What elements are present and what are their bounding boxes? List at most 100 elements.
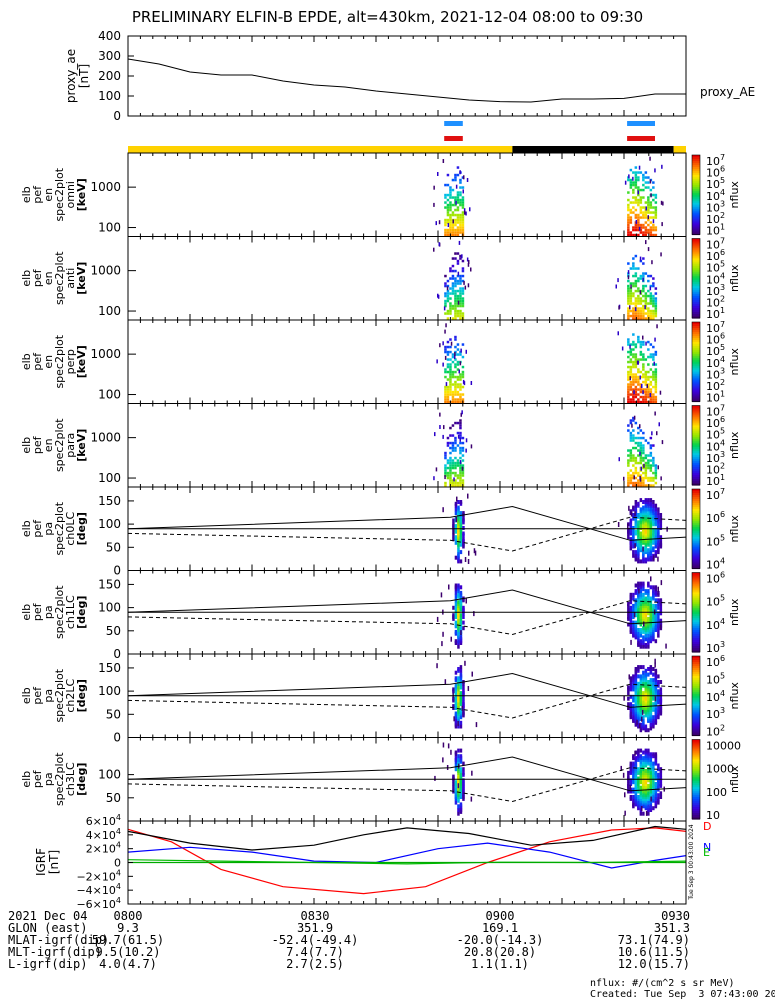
pitch-angle-pixel [634, 778, 638, 783]
spectrogram-pixel [627, 279, 630, 283]
colorbar-cell [692, 349, 700, 353]
colorbar-cell [692, 198, 700, 202]
spectrogram-noise [629, 344, 631, 349]
spectrogram-pixel [454, 304, 457, 308]
spectrogram-pixel [639, 274, 643, 278]
panel-ylabel-line: pef [31, 435, 44, 454]
spectrogram-pixel [461, 269, 465, 273]
spectrogram-pixel [649, 383, 653, 386]
spectrogram-pixel [632, 365, 635, 369]
spectrogram-pixel [629, 183, 633, 187]
spectrogram-pixel [454, 363, 457, 366]
spectrogram-pixel [459, 451, 462, 455]
spectrogram-pixel [446, 466, 450, 470]
spectrogram-noise [651, 260, 653, 265]
panel-ylabel-line: pef [31, 602, 44, 621]
pitch-angle-pixel [454, 602, 458, 606]
spectrogram-pixel [632, 481, 635, 485]
pitch-angle-noise [470, 796, 473, 802]
spectrogram-pixel [647, 385, 650, 389]
spectrogram-pixel [642, 343, 645, 346]
spectrogram-noise [633, 415, 636, 420]
spectrogram-noise [467, 283, 470, 288]
spectrogram-pixel [632, 395, 635, 399]
pitch-angle-pixel [652, 607, 655, 612]
spectrogram-noise [459, 170, 461, 175]
spectrogram-pixel [634, 373, 638, 376]
pitch-angle-pixel [652, 678, 655, 683]
colorbar-tick: 105 [706, 427, 725, 442]
spectrogram-pixel [459, 476, 462, 480]
spectrogram-pixel [629, 299, 633, 303]
spectrogram-pixel [629, 221, 633, 224]
spectrogram-pixel [652, 193, 655, 197]
pitch-angle-pixel [652, 603, 655, 608]
pitch-angle-noise [627, 523, 629, 529]
pitch-angle-noise [650, 796, 652, 802]
spectrogram-pixel [449, 481, 452, 485]
spectrogram-pixel [634, 226, 638, 229]
spectrogram-pixel [461, 375, 465, 379]
spectrogram-pixel [637, 228, 640, 232]
spectrogram-pixel [652, 385, 655, 389]
pitch-angle-pixel [652, 752, 655, 757]
spectrogram-pixel [459, 398, 462, 401]
colorbar-cell [692, 751, 700, 754]
spectrogram-pixel [454, 400, 457, 404]
spectrogram-pixel [627, 206, 630, 209]
pitch-angle-pixel [634, 620, 638, 625]
pitch-angle-pixel [644, 633, 648, 638]
pitch-angle-pixel [454, 767, 458, 772]
spectrogram-noise [465, 211, 467, 216]
spectrogram-pixel [444, 302, 447, 305]
colorbar-cell [692, 685, 700, 689]
panel-ylabel-line: pef [31, 769, 44, 788]
colorbar-cell [692, 725, 700, 729]
pitch-angle-pixel [637, 602, 640, 606]
spectrogram-noise [434, 432, 436, 437]
pitch-angle-pixel [649, 757, 653, 762]
pitch-angle-pixel [642, 681, 645, 686]
spectrogram-pixel [461, 449, 465, 452]
pitch-angle-pixel [639, 808, 643, 812]
pitch-angle-pixel [632, 683, 635, 688]
pitch-angle-noise [622, 772, 625, 778]
colorbar-cell [692, 689, 700, 693]
spectrogram-pixel [627, 378, 630, 381]
spectrogram-noise [631, 423, 633, 428]
pitch-angle-pixel [654, 503, 658, 508]
spectrogram-pixel [644, 439, 648, 442]
colorbar-cell [692, 628, 700, 631]
pitch-angle-pixel [644, 589, 648, 594]
spectrogram-pixel [654, 304, 658, 308]
spectrogram-pixel [649, 353, 653, 356]
spectrogram-pixel [637, 299, 640, 303]
colorbar-label: nflux [728, 181, 741, 209]
spectrogram-noise [462, 189, 464, 194]
spectrogram-pixel [634, 279, 638, 283]
colorbar-cell [692, 566, 700, 570]
panel-ytick: 100 [98, 601, 121, 615]
pitch-angle-pixel [634, 550, 638, 555]
spectrogram-noise [621, 346, 624, 351]
spectrogram-pixel [647, 348, 650, 351]
panel-ytick: 50 [106, 624, 121, 638]
spectrogram-pixel [644, 358, 648, 361]
pitch-angle-pixel [639, 680, 643, 684]
pitch-angle-pixel [457, 676, 460, 681]
spectrogram-pixel [637, 388, 640, 391]
colorbar-cell [692, 425, 700, 428]
spectrogram-noise [442, 362, 444, 367]
spectrogram-pixel [444, 400, 447, 404]
spectrogram-pixel [652, 345, 655, 349]
pitch-angle-noise [634, 543, 636, 549]
colorbar-cell [692, 477, 700, 480]
spectrogram-pixel [654, 226, 658, 229]
spectrogram-pixel [634, 196, 638, 199]
spectrogram-noise [649, 179, 652, 184]
spectrogram-pixel [456, 173, 460, 177]
pitch-angle-pixel [634, 707, 638, 712]
spectrogram-noise [650, 193, 652, 198]
spectrogram-pixel [639, 259, 643, 263]
colorbar-cell [692, 385, 700, 389]
